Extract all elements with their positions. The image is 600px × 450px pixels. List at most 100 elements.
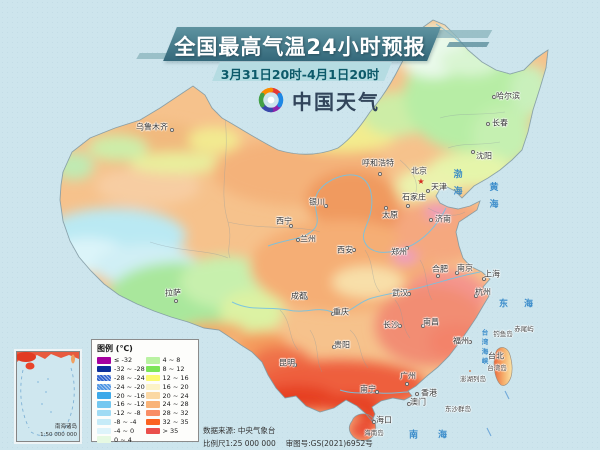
south-china-sea-inset: 南海诸岛 1:50 000 000 — [16, 351, 80, 442]
city-label: 长沙 — [383, 320, 399, 330]
city-marker — [170, 128, 174, 132]
city-marker — [421, 324, 425, 328]
sea-label: 南海 — [408, 430, 468, 441]
banner-decor-streak-right2 — [446, 42, 490, 47]
legend-item: -8 ~ -4 — [97, 418, 146, 427]
city-marker — [375, 390, 379, 394]
legend-range-label: -24 ~ -20 — [114, 382, 145, 391]
legend-swatch — [145, 418, 160, 426]
island-label: 钓鱼岛 — [493, 330, 513, 338]
city-marker — [474, 294, 478, 298]
legend-range-label: 20 ~ 24 — [162, 391, 189, 400]
city-label: 长春 — [492, 118, 508, 128]
legend-range-label: 12 ~ 16 — [162, 373, 189, 382]
city-label: 昆明 — [279, 358, 295, 368]
city-marker — [304, 296, 308, 300]
legend-range-label: ≤ -32 — [114, 356, 133, 365]
legend-range-label: -32 ~ -28 — [114, 365, 145, 374]
legend-item: 32 ~ 35 — [145, 417, 195, 427]
legend-item: 12 ~ 16 — [145, 373, 195, 383]
legend-item: 20 ~ 24 — [145, 391, 195, 400]
province-borders — [149, 111, 506, 373]
legend-item: -24 ~ -20 — [97, 382, 146, 391]
sea-label: 台湾海峡 — [480, 329, 488, 367]
city-label: 南京 — [457, 263, 473, 273]
city-marker — [415, 392, 419, 396]
legend-range-label: 16 ~ 20 — [162, 382, 189, 391]
legend-swatch — [97, 374, 111, 382]
logo-text: 中国天气 — [292, 89, 380, 114]
island-label: 澎湖列岛 — [460, 375, 486, 383]
legend-swatch — [145, 365, 160, 373]
city-label: 广州 — [400, 371, 416, 381]
city-label: 贵阳 — [334, 340, 350, 350]
legend-range-label: 8 ~ 12 — [162, 365, 185, 374]
city-marker — [332, 345, 336, 349]
legend-item: 16 ~ 20 — [145, 382, 195, 391]
city-marker — [384, 206, 388, 210]
city-label: 乌鲁木齐 — [136, 122, 168, 132]
city-label: 沈阳 — [476, 151, 492, 161]
island-label: 赤尾屿 — [514, 325, 534, 333]
penghu-islet-dot — [469, 370, 471, 372]
city-label: 银川 — [309, 197, 325, 207]
taiwan-island — [493, 347, 513, 386]
legend-item: ≤ -32 — [97, 356, 146, 365]
hainan-outline — [348, 413, 377, 442]
inset-map — [16, 352, 79, 441]
legend-swatch — [145, 427, 160, 435]
city-marker — [331, 312, 335, 316]
city-marker — [486, 122, 490, 126]
city-marker — [468, 340, 472, 344]
temperature-legend: 图例 (℃) ≤ -32 -32 ~ -28 -28 ~ -24 -24 ~ -20-… — [91, 339, 199, 444]
legend-swatch — [97, 401, 111, 408]
legend-item: 0 ~ 4 — [97, 435, 146, 444]
forecast-period: 3月31日20时-4月1日20时 — [220, 67, 380, 82]
city-label: 成都 — [291, 291, 307, 301]
map-scale-text: 比例尺1:25 000 000 审图号:GS(2021)6952号 — [203, 439, 373, 449]
legend-range-label: 4 ~ 8 — [162, 356, 181, 365]
city-marker — [398, 324, 402, 328]
sea-label: 黄海 — [487, 182, 498, 216]
china-coastline — [59, 19, 549, 422]
city-label: 哈尔滨 — [496, 91, 520, 101]
city-marker — [405, 382, 409, 386]
city-label: 郑州 — [391, 247, 407, 257]
city-label: 杭州 — [475, 287, 491, 297]
page-title: 全国最高气温24小时预报 — [174, 35, 426, 59]
city-marker — [436, 274, 440, 278]
legend-swatch — [97, 409, 111, 417]
city-marker — [471, 150, 475, 154]
legend-item: -32 ~ -28 — [97, 365, 146, 374]
city-label: 西宁 — [276, 216, 292, 226]
legend-col-left: ≤ -32 -32 ~ -28 -28 ~ -24 -24 ~ -20 -20 ~ -1… — [97, 356, 146, 444]
city-marker — [372, 420, 376, 424]
sea-label: 渤海 — [451, 169, 462, 203]
city-marker — [429, 218, 433, 222]
legend-range-label: -12 ~ -8 — [114, 409, 141, 418]
legend-range-label: -28 ~ -24 — [114, 373, 145, 382]
legend-range-label: -4 ~ 0 — [114, 426, 135, 435]
city-marker — [407, 292, 411, 296]
legend-range-label: 32 ~ 35 — [162, 417, 189, 426]
data-source-text: 数据来源: 中央气象台 — [203, 426, 276, 435]
city-marker — [405, 246, 409, 250]
city-label: 台北 — [488, 351, 504, 361]
legend-swatch — [145, 401, 160, 408]
city-label: 海口 — [376, 415, 392, 425]
city-label: 重庆 — [333, 307, 349, 317]
city-label: 北京 — [411, 166, 427, 176]
inset-label: 南海诸岛 — [54, 424, 77, 430]
diaoyu-islet-dot — [498, 330, 500, 332]
city-label: 呼和浩特 — [362, 158, 394, 168]
city-label: 香港 — [421, 388, 437, 398]
pinwheel-logo-icon — [258, 87, 284, 113]
legend-item: -20 ~ -16 — [97, 391, 146, 400]
city-marker — [289, 224, 293, 228]
island-label: 台湾岛 — [487, 364, 507, 372]
city-label: 福州 — [453, 336, 469, 346]
legend-item: -12 ~ -8 — [97, 409, 146, 418]
legend-swatch — [145, 392, 160, 399]
legend-item: 24 ~ 28 — [145, 400, 195, 409]
